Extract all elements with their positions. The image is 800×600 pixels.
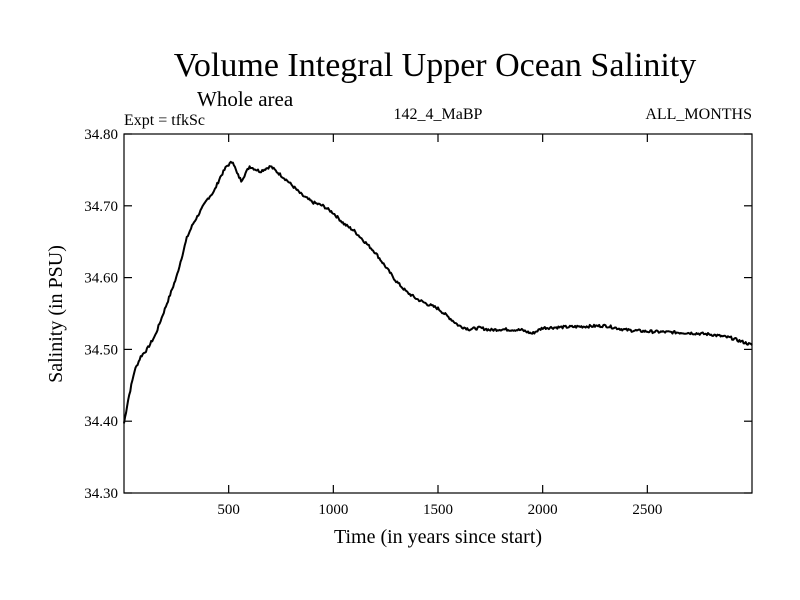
x-axis: 500 1000 1500 2000 2500 bbox=[217, 134, 662, 518]
plot-frame bbox=[123, 133, 753, 494]
y-tick-label-34.70: 34.70 bbox=[84, 199, 118, 215]
y-tick-label-34.50: 34.50 bbox=[84, 342, 118, 358]
x-axis-label: Time (in years since start) bbox=[334, 526, 542, 548]
chart-title: Volume Integral Upper Ocean Salinity bbox=[174, 47, 696, 84]
x-tick-label-2000: 2000 bbox=[528, 502, 558, 518]
y-axis: 34.30 34.40 34.50 34.60 34.70 34.80 bbox=[84, 127, 752, 502]
run-label: 142_4_MaBP bbox=[394, 106, 483, 123]
y-tick-label-34.80: 34.80 bbox=[84, 127, 118, 143]
x-tick-label-2500: 2500 bbox=[632, 502, 662, 518]
expt-label: Expt = tfkSc bbox=[124, 112, 205, 129]
y-tick-label-34.60: 34.60 bbox=[84, 271, 118, 287]
x-tick-label-1500: 1500 bbox=[423, 502, 453, 518]
salinity-series-line bbox=[123, 160, 753, 424]
x-tick-label-500: 500 bbox=[217, 502, 240, 518]
chart-subtitle: Whole area bbox=[197, 87, 294, 111]
months-label: ALL_MONTHS bbox=[645, 106, 752, 123]
y-axis-label: Salinity (in PSU) bbox=[45, 245, 67, 383]
y-tick-label-34.40: 34.40 bbox=[84, 414, 118, 430]
y-tick-label-34.30: 34.30 bbox=[84, 486, 118, 502]
x-tick-label-1000: 1000 bbox=[318, 502, 348, 518]
